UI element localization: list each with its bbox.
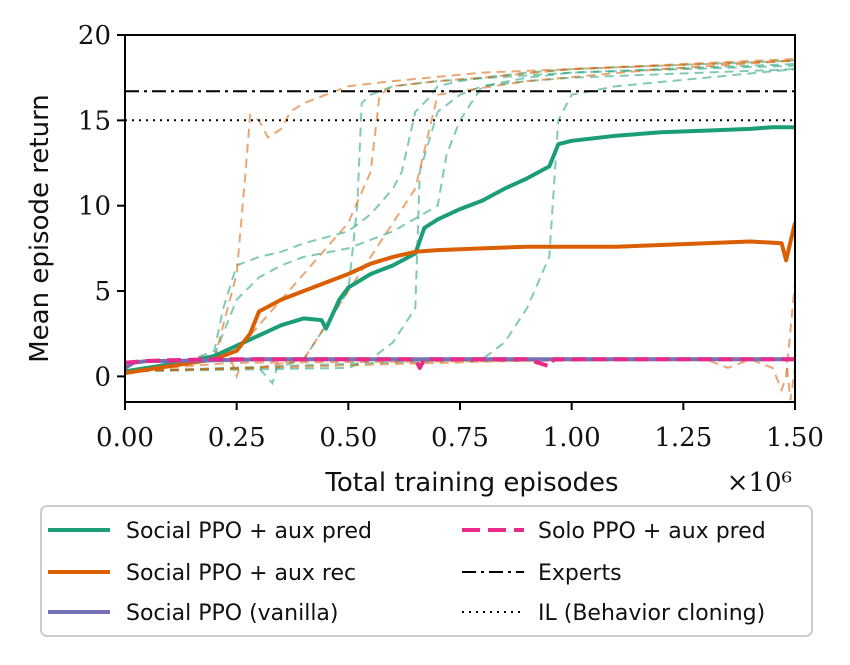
x-tick-label: 1.00 — [543, 423, 601, 453]
background-run-line — [125, 68, 795, 373]
background-run-line — [125, 282, 795, 394]
legend-label-2: Social PPO + aux rec — [126, 561, 356, 586]
legend-box — [40, 505, 813, 637]
x-tick-label: 1.50 — [766, 423, 824, 453]
legend-label-6: IL (Behavior cloning) — [538, 601, 765, 626]
x-tick-label: 0.75 — [431, 423, 489, 453]
legend-label-4: Solo PPO + aux pred — [538, 519, 766, 544]
background-run-line — [125, 59, 795, 373]
y-tick-label: 15 — [78, 106, 111, 136]
legend-label-3: Social PPO (vanilla) — [126, 601, 339, 626]
plot-frame — [124, 34, 796, 403]
y-tick-label: 5 — [94, 277, 111, 307]
x-axis-label: Total training episodes — [324, 468, 618, 498]
background-run-line — [125, 63, 795, 373]
legend-label-5: Experts — [538, 561, 622, 586]
y-tick-label: 0 — [94, 362, 111, 392]
x-tick-label: 0.50 — [319, 423, 377, 453]
x-multiplier-label: ×10⁶ — [727, 468, 792, 498]
series-line-4 — [125, 357, 795, 370]
y-axis-label: Mean episode return — [25, 94, 55, 363]
background-run-line — [125, 59, 795, 373]
y-tick-label: 10 — [78, 192, 111, 222]
legend-label-1: Social PPO + aux pred — [126, 519, 372, 544]
background-run-line — [125, 59, 795, 373]
x-tick-label: 0.25 — [208, 423, 266, 453]
background-run-line — [125, 358, 795, 401]
background-run-line — [125, 64, 795, 386]
background-run-line — [125, 57, 795, 373]
series-line-2 — [125, 222, 795, 375]
x-tick-label: 1.25 — [654, 423, 712, 453]
y-tick-label: 20 — [78, 21, 111, 51]
x-tick-label: 0.00 — [96, 423, 154, 453]
